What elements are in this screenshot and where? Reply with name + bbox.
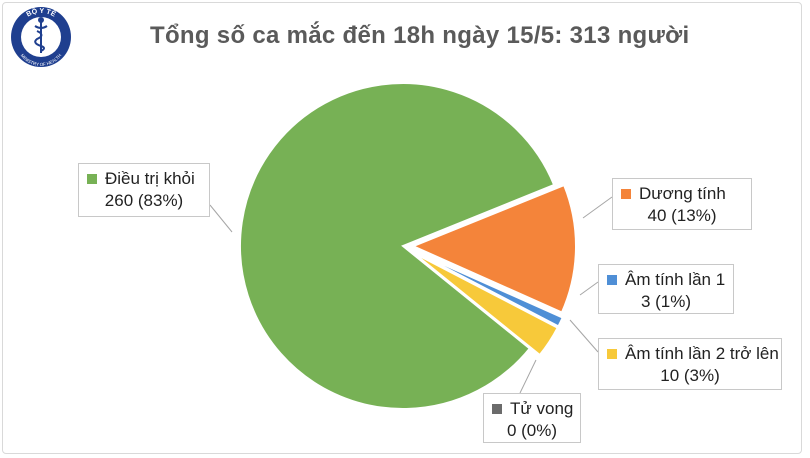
- pie-slice-1: [410, 183, 577, 314]
- slice-label-0: Điều trị khỏi 260 (83%): [78, 163, 210, 217]
- slice-label-4: Tử vong 0 (0%): [483, 393, 581, 443]
- slice-label-name-row: Âm tính lần 2 trở lên: [607, 343, 779, 365]
- ministry-logo: BỘ Y TẾ MINISTRY OF HEALTH: [11, 6, 71, 67]
- slice-name: Tử vong: [510, 399, 574, 418]
- pie-slice-3: [412, 251, 560, 357]
- leader-line-1: [582, 196, 613, 219]
- slice-label-name-row: Dương tính: [621, 183, 743, 205]
- legend-swatch-icon: [492, 404, 502, 414]
- pie-slice-0: [239, 82, 556, 410]
- legend-swatch-icon: [621, 189, 631, 199]
- slice-value-label: 3 (1%): [640, 292, 692, 311]
- chart-title: Tổng số ca mắc đến 18h ngày 15/5: 313 ng…: [150, 22, 690, 49]
- leader-line-0: [209, 204, 233, 233]
- slice-name: Dương tính: [639, 184, 726, 203]
- slice-name: Điều trị khỏi: [105, 169, 195, 188]
- leader-line-3: [569, 319, 599, 353]
- leader-lines: [209, 196, 613, 394]
- leader-line-4: [519, 359, 537, 394]
- pie-slice-2: [413, 250, 565, 328]
- slice-label-name-row: Âm tính lần 1: [607, 269, 725, 291]
- slice-label-2: Âm tính lần 1 3 (1%): [598, 264, 734, 314]
- slice-label-name-row: Tử vong: [492, 398, 574, 420]
- legend-swatch-icon: [607, 349, 617, 359]
- leader-line-2: [579, 281, 599, 296]
- legend-swatch-icon: [607, 275, 617, 285]
- slice-value-label: 10 (3%): [660, 366, 720, 385]
- slice-value-label: 260 (83%): [104, 191, 184, 210]
- caduceus-icon: [34, 17, 48, 53]
- slice-value-label: 40 (13%): [647, 206, 717, 225]
- slice-name: Âm tính lần 1: [625, 270, 726, 289]
- slice-label-name-row: Điều trị khỏi: [87, 168, 201, 190]
- slice-label-1: Dương tính 40 (13%): [612, 178, 752, 230]
- pie-slices: [239, 82, 577, 410]
- legend-swatch-icon: [87, 174, 97, 184]
- slice-name: Âm tính lần 2 trở lên: [625, 344, 779, 363]
- slice-value-label: 0 (0%): [506, 421, 558, 440]
- slice-label-3: Âm tính lần 2 trở lên 10 (3%): [598, 338, 782, 390]
